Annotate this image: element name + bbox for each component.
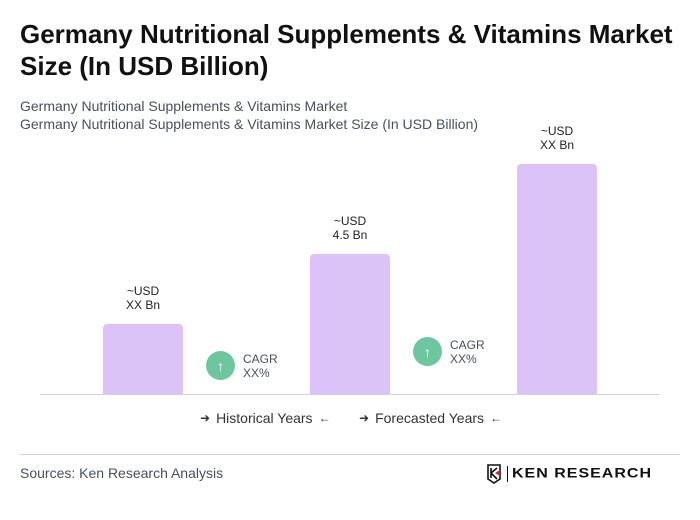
data-label-value: XX Bn: [539, 137, 575, 152]
x-axis: [40, 394, 660, 395]
cagr-indicator: ↑ CAGR XX%: [206, 351, 278, 380]
arrow-left-icon: ←: [490, 411, 503, 425]
data-label-prefix: ~USD: [333, 214, 367, 228]
logo-mark-icon: [487, 464, 501, 484]
data-label: ~USD XX Bn: [93, 284, 193, 312]
data-label: ~USD XX Bn: [507, 124, 607, 152]
bar: [103, 324, 183, 394]
divider: [20, 454, 680, 455]
arrow-right-icon: ➜: [359, 411, 370, 425]
subtitle: Germany Nutritional Supplements & Vitami…: [20, 98, 348, 114]
cagr-indicator: ↑ CAGR XX%: [413, 337, 485, 366]
legend-historical: ➜ Historical Years ←: [200, 410, 331, 426]
cagr-value: XX%: [450, 351, 477, 366]
ken-research-logo: KEN RESEARCH: [486, 464, 652, 484]
legend-label: Forecasted Years: [375, 410, 485, 426]
cagr-label: CAGR: [450, 337, 485, 352]
page-title: Germany Nutritional Supplements & Vitami…: [20, 19, 673, 81]
data-label-prefix: ~USD: [540, 123, 574, 138]
logo-text: KEN RESEARCH: [512, 466, 653, 481]
sources: Sources: Ken Research Analysis: [20, 465, 224, 481]
arrow-right-icon: ➜: [200, 411, 211, 425]
arrow-up-icon: ↑: [206, 351, 235, 380]
bar: [310, 254, 390, 394]
data-label-prefix: ~USD: [126, 284, 160, 298]
bar: [517, 163, 597, 394]
data-label-value: XX Bn: [125, 298, 161, 312]
cagr-value: XX%: [243, 365, 270, 380]
data-label: ~USD 4.5 Bn: [300, 214, 400, 242]
data-label-value: 4.5 Bn: [332, 228, 368, 242]
legend-label: Historical Years: [216, 410, 313, 426]
arrow-left-icon: ←: [318, 411, 331, 425]
cagr-label: CAGR: [243, 351, 278, 366]
arrow-up-icon: ↑: [413, 337, 442, 366]
legend-forecasted: ➜ Forecasted Years ←: [359, 410, 502, 426]
chart-subtitle: Germany Nutritional Supplements & Vitami…: [20, 116, 479, 132]
